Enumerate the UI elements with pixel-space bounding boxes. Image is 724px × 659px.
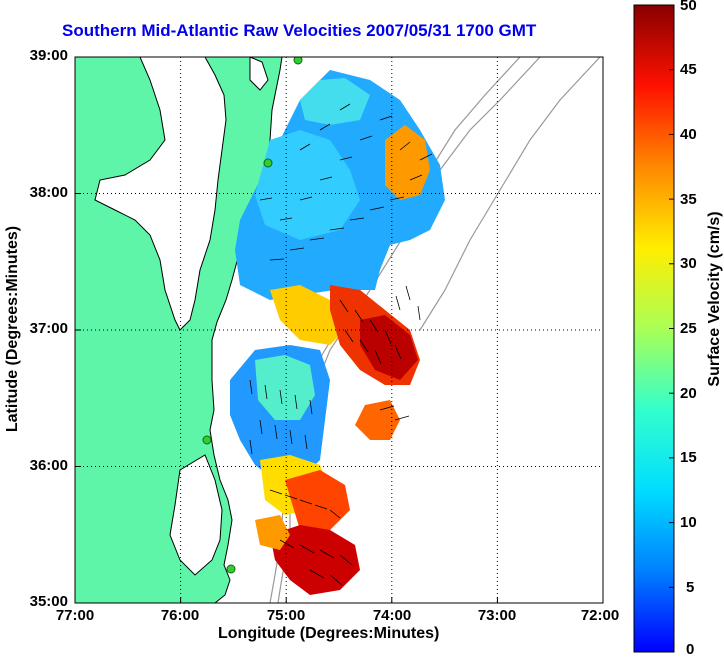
y-tick-label: 39:00 (29, 47, 68, 64)
colorbar-tick-label: 20 (680, 385, 697, 402)
y-tick-label: 37:00 (29, 320, 68, 337)
bathymetry-contour (419, 57, 601, 331)
station-marker-icon (293, 57, 303, 65)
y-tick-label: 36:00 (29, 457, 68, 474)
colorbar-tick-label: 15 (680, 449, 697, 466)
delaware-bay (249, 57, 269, 91)
velocity-vectors (249, 103, 433, 586)
x-axis-label: Longitude (Degrees:Minutes) (218, 625, 440, 642)
station-marker-icon (263, 158, 273, 168)
colorbar-label: Surface Velocity (cm/s) (706, 211, 723, 387)
chesapeake-bay (94, 57, 227, 331)
colorbar-tick-label: 35 (680, 191, 697, 208)
x-tick-label: 76:00 (160, 607, 200, 624)
velocity-field (230, 70, 445, 595)
y-tick-label: 35:00 (29, 593, 68, 610)
axis-ticks (74, 56, 604, 604)
colorbar-tick-label: 0 (686, 641, 695, 658)
colorbar-tick-label: 25 (680, 320, 697, 337)
radar-stations (202, 57, 303, 574)
colorbar-tick-label: 50 (680, 0, 697, 14)
colorbar-tick-label: 30 (680, 255, 697, 272)
y-axis-label: Latitude (Degrees:Minutes) (4, 225, 21, 433)
station-marker-icon (202, 435, 212, 445)
colorbar-tick-label: 45 (680, 61, 697, 78)
x-tick-label: 74:00 (372, 607, 412, 624)
map-title: Southern Mid-Atlantic Raw Velocities 200… (62, 21, 537, 40)
x-tick-label: 72:00 (580, 607, 620, 624)
station-marker-icon (226, 564, 236, 574)
colorbar-tick-label: 5 (686, 579, 695, 596)
x-tick-label: 77:00 (55, 607, 95, 624)
colorbar-tick-label: 10 (680, 514, 697, 531)
x-tick-label: 75:00 (266, 607, 306, 624)
x-tick-label: 73:00 (477, 607, 517, 624)
colorbar-tick-label: 40 (680, 126, 697, 143)
grid (75, 57, 603, 603)
y-tick-label: 38:00 (29, 184, 68, 201)
pamlico-sound (169, 454, 223, 576)
